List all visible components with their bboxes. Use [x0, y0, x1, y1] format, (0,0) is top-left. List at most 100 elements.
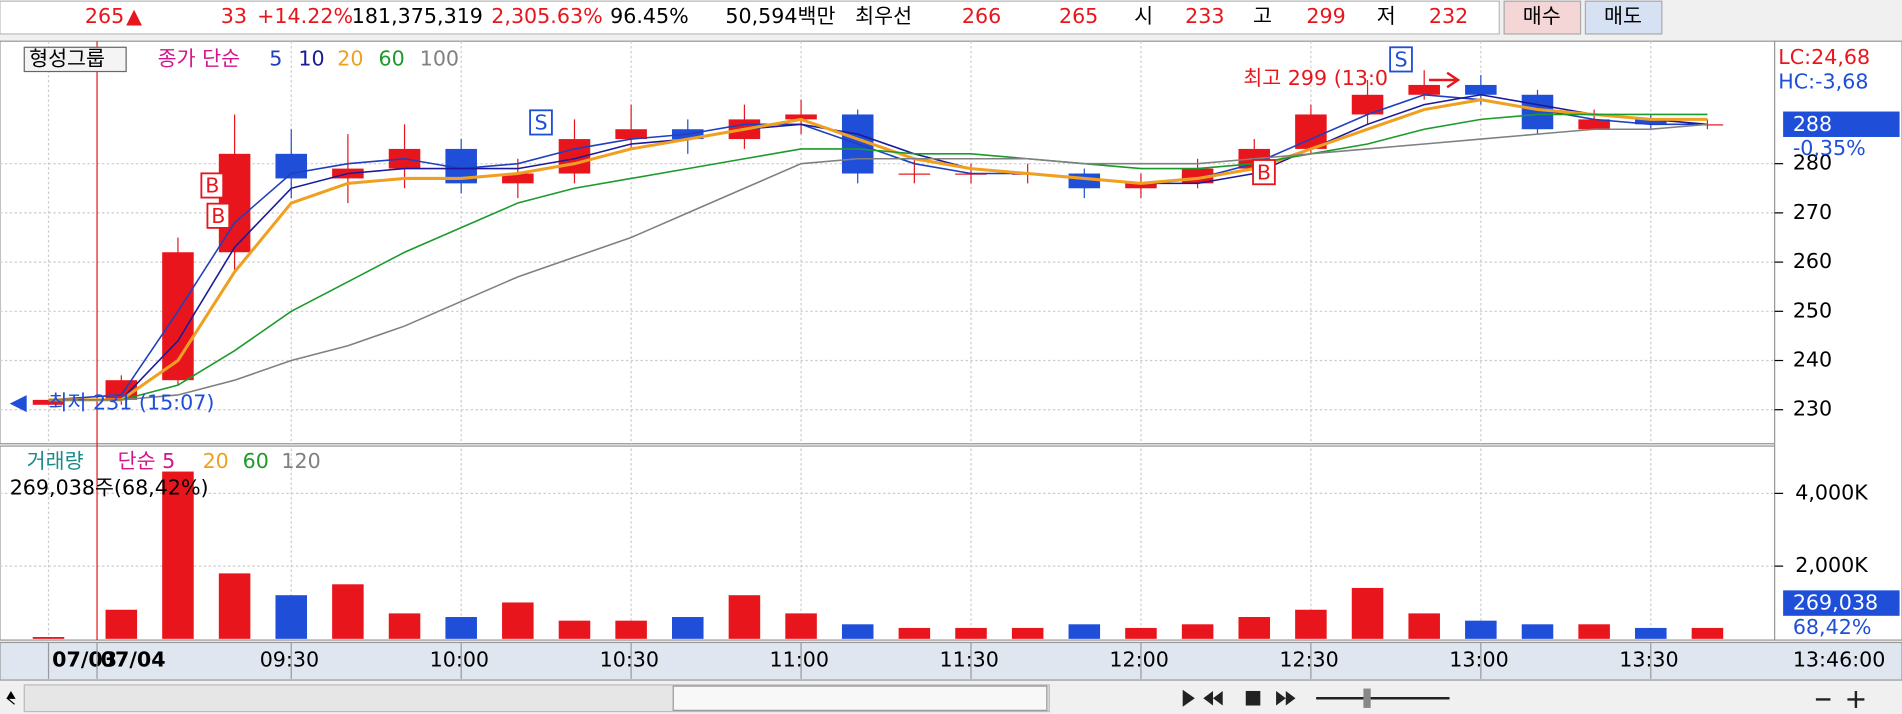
x-tick-label: 07/04	[101, 648, 166, 672]
signal-box	[529, 109, 553, 136]
volume-bar	[615, 620, 647, 639]
y-tick-label: 240	[1793, 348, 1832, 372]
volume-bar	[1238, 617, 1271, 639]
signal-box	[1389, 46, 1413, 73]
signal-box	[200, 172, 225, 199]
x-tick-label: 10:30	[600, 648, 659, 672]
candle-body	[1351, 94, 1384, 115]
y-tick-label: 270	[1793, 200, 1832, 224]
volume-bar	[1691, 627, 1724, 639]
scroll-thumb[interactable]	[672, 685, 1048, 711]
candle-body	[785, 114, 817, 120]
volume-bar	[1578, 624, 1610, 639]
play-button[interactable]	[1182, 689, 1195, 707]
legend-entry: 60	[378, 46, 404, 70]
buy-button[interactable]	[1503, 0, 1582, 35]
header-volume-rate: 2,305.63%	[491, 4, 602, 28]
signal-box	[1252, 159, 1276, 186]
candle-body	[502, 173, 534, 184]
volume-bar	[1125, 627, 1157, 639]
volume-bar	[32, 637, 65, 639]
volume-bar	[1465, 620, 1497, 639]
signal-label: S	[534, 111, 547, 135]
candle-body	[1465, 84, 1497, 95]
header-best-ask: 266	[962, 4, 1001, 28]
volume-bar	[728, 595, 761, 639]
header-open: 233	[1185, 4, 1224, 28]
y-tick-label: 4,000K	[1795, 480, 1868, 504]
x-tick-label: 09:30	[260, 648, 319, 672]
hc-label: HC:-3,68	[1778, 69, 1868, 93]
volume-label: 거래량	[27, 449, 84, 473]
volume-bar	[785, 613, 817, 639]
y-tick-label: 250	[1793, 298, 1832, 322]
y-tick-label: 280	[1793, 151, 1832, 175]
lc-label: LC:24,68	[1778, 45, 1870, 69]
volume-bar	[502, 602, 534, 639]
legend-entry: 20	[337, 46, 363, 70]
legend-entry: 100	[420, 46, 459, 70]
ma-line	[48, 113, 1708, 401]
sell-label: 매도	[1604, 4, 1642, 28]
y-tick-label: 2,000K	[1795, 553, 1868, 577]
legend-entry: 10	[298, 46, 324, 70]
signal-label: B	[211, 204, 225, 228]
last-volume-rate: 68,42%	[1793, 615, 1872, 639]
high-note: 최고 299 (13:0	[1243, 66, 1388, 90]
signal-label: B	[205, 174, 219, 198]
volume-bar	[1408, 613, 1440, 639]
header-amount: 50,594백만	[725, 4, 835, 28]
header-bar	[0, 0, 1500, 35]
x-tick-label: 13:00	[1449, 648, 1508, 672]
plot: 265 ▲ 33 +14.22%181,375,319 2,305.63% 96.45% 5…	[0, 4, 1900, 679]
x-tick-label: 11:00	[770, 648, 829, 672]
last-volume: 269,038	[1793, 591, 1878, 615]
volume-bar	[1181, 624, 1214, 639]
volume-bar	[841, 624, 874, 639]
volume-bar	[898, 627, 931, 639]
header-high-label: 고	[1253, 4, 1272, 28]
x-tick-label: 10:00	[430, 648, 489, 672]
header-arrow: ▲	[126, 4, 142, 28]
legend-entry: 60	[243, 449, 269, 473]
price-panel	[0, 40, 1776, 445]
time-axis	[0, 641, 1902, 681]
zoom-buttons[interactable]	[1815, 690, 1865, 708]
x-tick-label: 12:30	[1279, 648, 1338, 672]
low-arrow	[9, 395, 27, 413]
volume-bar	[1068, 624, 1101, 639]
volume-bar	[672, 617, 704, 639]
volume-panel	[0, 445, 1776, 641]
header-volume: 181,375,319	[352, 4, 483, 28]
volume-bar	[1011, 627, 1044, 639]
volume-bar	[162, 471, 194, 639]
candle-body	[1578, 119, 1610, 130]
scroll-left[interactable]	[6, 691, 16, 705]
volume-bar	[1295, 609, 1327, 639]
stop-button[interactable]	[1245, 690, 1261, 706]
x-tick-label: 13:30	[1619, 648, 1678, 672]
time-label: 13:46:00	[1793, 648, 1886, 672]
x-tick-label: 12:00	[1109, 648, 1168, 672]
header-best-label: 최우선	[855, 4, 912, 28]
volume-bar	[955, 627, 987, 639]
y-tick-label: 260	[1793, 249, 1832, 273]
header-low-label: 저	[1377, 4, 1396, 28]
zoom-handle[interactable]	[1363, 688, 1371, 708]
volume-bar	[445, 617, 477, 639]
legend-entry: 5	[269, 46, 282, 70]
candle-body	[32, 399, 65, 405]
header-change-rate: +14.22%	[257, 4, 353, 28]
sell-button[interactable]	[1584, 0, 1663, 35]
group-label: 형성그룹	[29, 46, 105, 70]
x-tick-label: 11:30	[939, 648, 998, 672]
group-box	[23, 46, 127, 73]
candle-body	[1635, 119, 1667, 125]
header-strength: 96.45%	[610, 4, 689, 28]
candle-body	[275, 153, 308, 179]
x-tick-label: 07/03	[52, 648, 117, 672]
volume-current: 269,038주(68,42%)	[10, 476, 209, 500]
right-axis	[1774, 40, 1902, 641]
